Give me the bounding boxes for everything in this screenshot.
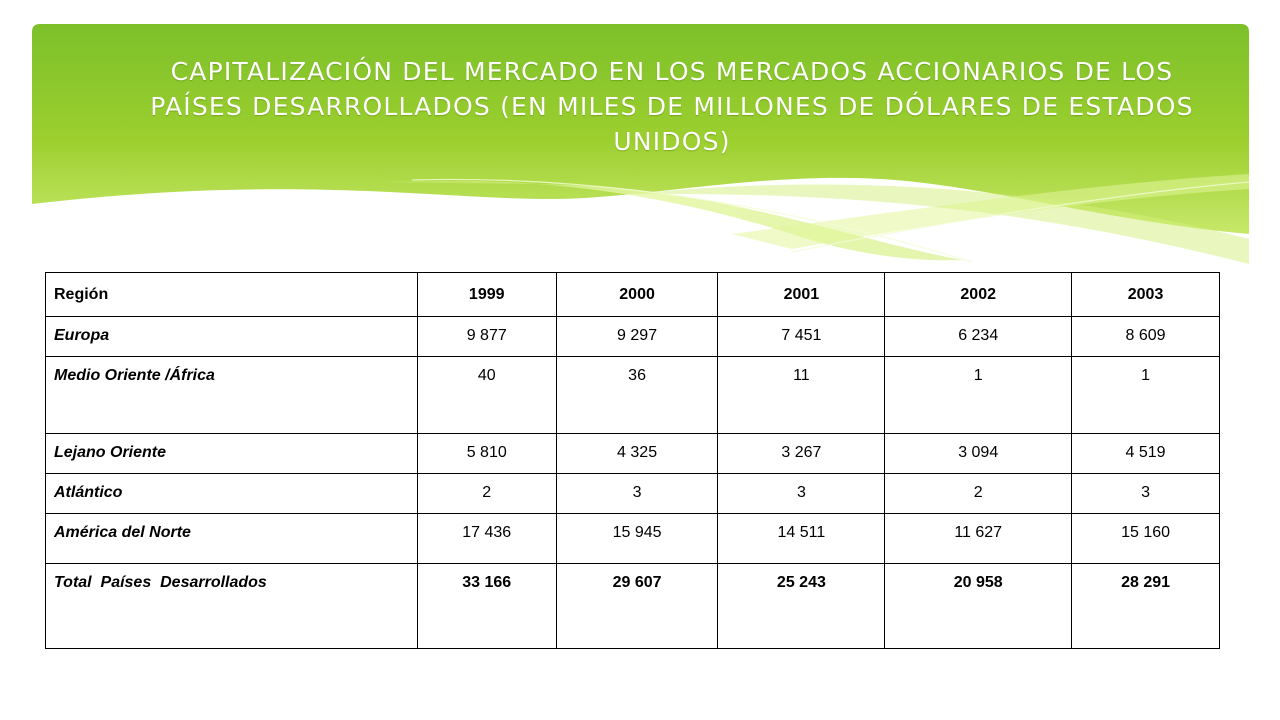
value-cell: 25 243 — [717, 563, 886, 649]
value-cell: 11 627 — [884, 513, 1073, 564]
header-year-2003: 2003 — [1071, 272, 1220, 317]
region-cell: Total Países Desarrollados — [45, 563, 418, 649]
value-cell: 4 519 — [1071, 433, 1220, 474]
value-cell: 4 325 — [555, 433, 719, 474]
table-total-row: Total Países Desarrollados 33 166 29 607… — [45, 563, 1220, 649]
region-cell: Lejano Oriente — [45, 433, 418, 474]
value-cell: 6 234 — [884, 316, 1073, 357]
value-cell: 2 — [884, 473, 1073, 514]
title-banner: CAPITALIZACIÓN DEL MERCADO EN LOS MERCAD… — [32, 24, 1249, 264]
region-cell: América del Norte — [45, 513, 418, 564]
value-cell: 8 609 — [1071, 316, 1220, 357]
value-cell: 28 291 — [1071, 563, 1220, 649]
value-cell: 3 — [555, 473, 719, 514]
header-region: Región — [45, 272, 418, 317]
value-cell: 20 958 — [884, 563, 1073, 649]
value-cell: 40 — [416, 356, 557, 434]
value-cell: 2 — [416, 473, 557, 514]
table-row: Atlántico 2 3 3 2 3 — [45, 473, 1220, 514]
value-cell: 3 094 — [884, 433, 1073, 474]
value-cell: 15 945 — [555, 513, 719, 564]
value-cell: 17 436 — [416, 513, 557, 564]
value-cell: 1 — [1071, 356, 1220, 434]
value-cell: 9 297 — [555, 316, 719, 357]
table-header-row: Región 1999 2000 2001 2002 2003 — [45, 272, 1220, 317]
market-cap-table: Región 1999 2000 2001 2002 2003 Europa 9… — [45, 272, 1220, 649]
slide-title: CAPITALIZACIÓN DEL MERCADO EN LOS MERCAD… — [150, 57, 1194, 156]
value-cell: 36 — [555, 356, 719, 434]
banner-wave-graphic — [32, 24, 1249, 264]
value-cell: 7 451 — [717, 316, 886, 357]
value-cell: 3 267 — [717, 433, 886, 474]
value-cell: 14 511 — [717, 513, 886, 564]
value-cell: 9 877 — [416, 316, 557, 357]
value-cell: 3 — [1071, 473, 1220, 514]
region-cell: Atlántico — [45, 473, 418, 514]
table-row: Europa 9 877 9 297 7 451 6 234 8 609 — [45, 316, 1220, 357]
header-year-2001: 2001 — [717, 272, 886, 317]
header-year-2002: 2002 — [884, 272, 1073, 317]
header-year-1999: 1999 — [416, 272, 557, 317]
value-cell: 33 166 — [416, 563, 557, 649]
value-cell: 3 — [717, 473, 886, 514]
value-cell: 29 607 — [555, 563, 719, 649]
table-row: América del Norte 17 436 15 945 14 511 1… — [45, 513, 1220, 564]
value-cell: 5 810 — [416, 433, 557, 474]
header-year-2000: 2000 — [555, 272, 719, 317]
table-row: Lejano Oriente 5 810 4 325 3 267 3 094 4… — [45, 433, 1220, 474]
table-row: Medio Oriente /África 40 36 11 1 1 — [45, 356, 1220, 434]
value-cell: 1 — [884, 356, 1073, 434]
value-cell: 15 160 — [1071, 513, 1220, 564]
region-cell: Europa — [45, 316, 418, 357]
value-cell: 11 — [717, 356, 886, 434]
region-cell: Medio Oriente /África — [45, 356, 418, 434]
